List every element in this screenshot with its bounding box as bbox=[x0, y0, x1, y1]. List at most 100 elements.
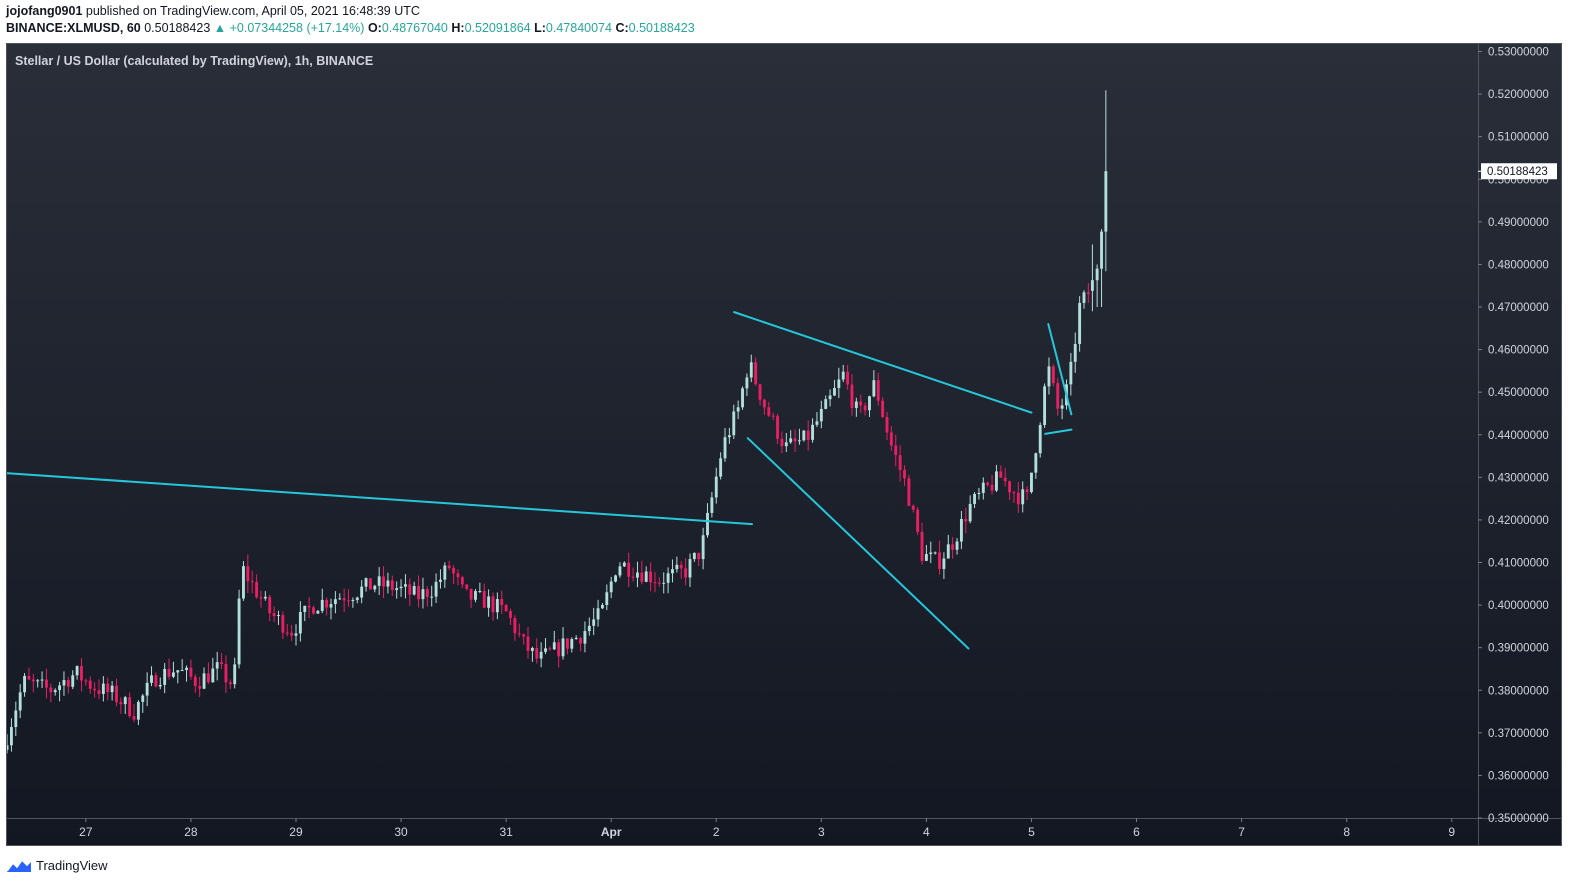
candle bbox=[263, 591, 267, 601]
candle bbox=[150, 666, 153, 687]
candle bbox=[999, 465, 1003, 478]
price-tick-label: 0.41000000 bbox=[1488, 558, 1549, 570]
trendline[interactable] bbox=[746, 437, 970, 650]
trendline[interactable] bbox=[1044, 428, 1073, 435]
time-tick-label: 3 bbox=[818, 825, 825, 839]
tradingview-brand[interactable]: TradingView bbox=[36, 857, 108, 873]
candle bbox=[1012, 490, 1016, 503]
candle bbox=[745, 373, 749, 396]
candle bbox=[933, 551, 937, 555]
candle bbox=[688, 553, 692, 587]
time-tick-label: 31 bbox=[499, 825, 513, 839]
candle bbox=[802, 430, 806, 442]
candle bbox=[290, 624, 294, 641]
candle bbox=[719, 452, 723, 480]
candle bbox=[364, 577, 368, 592]
candle bbox=[1073, 332, 1077, 373]
price-tick-label: 0.48000000 bbox=[1488, 259, 1549, 271]
candle bbox=[657, 577, 661, 587]
candle bbox=[1030, 472, 1033, 494]
candle bbox=[1078, 296, 1082, 352]
candle bbox=[84, 678, 88, 686]
candle bbox=[692, 552, 696, 562]
candle bbox=[889, 426, 893, 451]
candle bbox=[176, 670, 180, 684]
candle bbox=[1100, 229, 1103, 308]
price-tick-label: 0.40000000 bbox=[1488, 600, 1549, 612]
candle bbox=[45, 668, 48, 699]
candle bbox=[202, 667, 206, 690]
candle bbox=[662, 572, 666, 594]
candle bbox=[811, 418, 815, 443]
candle bbox=[749, 354, 753, 383]
trendline[interactable] bbox=[6, 472, 753, 526]
candle bbox=[272, 606, 276, 623]
candle bbox=[500, 590, 504, 614]
candle bbox=[1082, 290, 1086, 309]
candle bbox=[1051, 364, 1055, 387]
price-tick-label: 0.52000000 bbox=[1488, 89, 1549, 101]
candle bbox=[990, 474, 994, 495]
candle bbox=[355, 596, 359, 604]
candle bbox=[697, 552, 701, 566]
candle bbox=[6, 734, 9, 754]
candle bbox=[640, 560, 644, 585]
candle bbox=[465, 584, 469, 591]
candle bbox=[242, 561, 245, 601]
candle bbox=[285, 624, 289, 637]
candle bbox=[675, 556, 679, 573]
candle bbox=[40, 671, 44, 689]
candle bbox=[903, 465, 906, 486]
candle bbox=[224, 655, 228, 693]
price-axis[interactable]: 0.530000000.520000000.510000000.50000000… bbox=[1478, 47, 1549, 825]
candle bbox=[1090, 244, 1094, 312]
candle bbox=[469, 588, 473, 609]
trendline[interactable] bbox=[733, 311, 1033, 414]
candle bbox=[671, 559, 674, 583]
candle bbox=[622, 561, 626, 567]
candle bbox=[938, 540, 941, 575]
price-tick-label: 0.47000000 bbox=[1488, 302, 1549, 314]
price-chart[interactable]: 0.530000000.520000000.510000000.50000000… bbox=[6, 43, 1562, 846]
candle bbox=[456, 569, 460, 586]
candle bbox=[522, 633, 526, 645]
candle bbox=[325, 597, 329, 616]
candle bbox=[916, 506, 920, 536]
time-tick-label: 29 bbox=[289, 825, 303, 839]
candle bbox=[618, 562, 622, 578]
trendline[interactable] bbox=[1047, 323, 1073, 416]
candle bbox=[158, 677, 162, 690]
time-tick-label: 2 bbox=[713, 825, 720, 839]
time-tick-label: 8 bbox=[1343, 825, 1350, 839]
candle bbox=[66, 676, 70, 694]
candle bbox=[228, 679, 232, 689]
candle bbox=[951, 536, 955, 559]
candle bbox=[557, 639, 561, 668]
candle bbox=[31, 673, 35, 693]
candle bbox=[684, 558, 688, 586]
candle bbox=[1047, 357, 1051, 395]
candle bbox=[605, 584, 609, 611]
candle bbox=[88, 676, 92, 694]
candle bbox=[23, 673, 27, 697]
candle bbox=[797, 428, 801, 445]
candle bbox=[36, 678, 40, 688]
time-axis[interactable]: 27 28 29 30 31 Apr 2 3 4 5 6 7 8 9 bbox=[79, 818, 1455, 839]
candle bbox=[368, 578, 372, 590]
candle bbox=[526, 627, 530, 659]
candle bbox=[762, 398, 766, 415]
candle bbox=[815, 412, 819, 428]
candle bbox=[495, 592, 499, 620]
candle bbox=[631, 567, 635, 582]
price-tick-label: 0.44000000 bbox=[1488, 430, 1549, 442]
candle bbox=[767, 401, 771, 417]
candle bbox=[1086, 283, 1090, 303]
candle bbox=[819, 400, 823, 429]
candle bbox=[460, 575, 464, 589]
candle bbox=[180, 659, 184, 672]
candle bbox=[710, 491, 714, 518]
author-name[interactable]: jojofang0901 bbox=[6, 4, 83, 18]
candle bbox=[255, 574, 259, 599]
candle bbox=[347, 589, 350, 607]
footer: TradingView bbox=[6, 855, 108, 875]
